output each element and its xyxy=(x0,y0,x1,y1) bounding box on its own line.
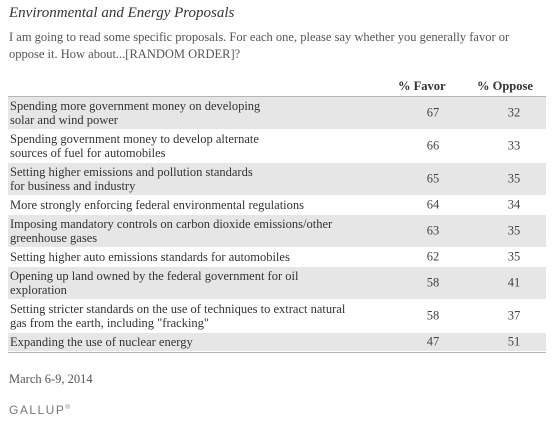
survey-date: March 6-9, 2014 xyxy=(9,372,93,386)
oppose-value: 41 xyxy=(507,275,521,290)
table-row: Setting higher auto emissions standards … xyxy=(8,248,546,267)
favor-value: 64 xyxy=(426,197,440,212)
row-label: Expanding the use of nuclear energy xyxy=(8,333,380,351)
gallup-logo-text: GALLUP xyxy=(9,403,66,417)
chart-title: Environmental and Energy Proposals xyxy=(9,5,235,21)
row-label: Spending more government money on develo… xyxy=(8,97,380,129)
favor-value: 66 xyxy=(426,138,440,153)
row-label-line: sources of fuel for automobiles xyxy=(10,146,166,160)
oppose-value: 34 xyxy=(507,197,521,212)
row-label-line: exploration xyxy=(10,283,67,297)
favor-value: 67 xyxy=(426,105,440,120)
favor-value: 62 xyxy=(426,249,440,264)
table-row: Spending government money to develop alt… xyxy=(8,130,546,163)
gallup-logo: GALLUP® xyxy=(9,403,70,417)
favor-value: 65 xyxy=(426,171,440,186)
table-row: Imposing mandatory controls on carbon di… xyxy=(8,215,546,248)
row-label-line: More strongly enforcing federal environm… xyxy=(10,198,305,212)
row-label-line: Imposing mandatory controls on carbon di… xyxy=(10,217,333,231)
row-label: Spending government money to develop alt… xyxy=(8,130,380,162)
table-row: More strongly enforcing federal environm… xyxy=(8,196,546,215)
favor-value: 63 xyxy=(426,223,440,238)
favor-value: 58 xyxy=(426,275,440,290)
oppose-value: 35 xyxy=(507,171,521,186)
oppose-value: 35 xyxy=(507,249,521,264)
row-label-line: Setting higher emissions and pollution s… xyxy=(10,165,253,179)
oppose-value: 32 xyxy=(507,105,521,120)
proposals-table: Spending more government money on develo… xyxy=(8,96,546,353)
row-label-line: solar and wind power xyxy=(10,113,118,127)
column-header-oppose: % Oppose xyxy=(477,79,533,93)
row-label: Setting stricter standards on the use of… xyxy=(8,300,380,332)
row-label-line: Expanding the use of nuclear energy xyxy=(10,335,193,349)
oppose-value: 35 xyxy=(507,223,521,238)
table-row: Opening up land owned by the federal gov… xyxy=(8,267,546,300)
row-label-line: Opening up land owned by the federal gov… xyxy=(10,269,299,283)
row-label-line: gas from the earth, including "fracking" xyxy=(10,316,210,330)
favor-value: 47 xyxy=(426,334,440,349)
table-row: Setting stricter standards on the use of… xyxy=(8,300,546,333)
row-label-line: Spending government money to develop alt… xyxy=(10,132,259,146)
row-label: Opening up land owned by the federal gov… xyxy=(8,267,380,299)
row-label-line: greenhouse gases xyxy=(10,231,98,245)
table-row: Setting higher emissions and pollution s… xyxy=(8,163,546,196)
row-label: Setting higher auto emissions standards … xyxy=(8,248,380,266)
favor-value: 58 xyxy=(426,308,440,323)
row-label-line: Setting stricter standards on the use of… xyxy=(10,302,346,316)
row-label-line: for business and industry xyxy=(10,179,136,193)
chart-subtitle: I am going to read some specific proposa… xyxy=(9,30,510,61)
row-label-line: Spending more government money on develo… xyxy=(10,99,261,113)
row-label: Setting higher emissions and pollution s… xyxy=(8,163,380,195)
column-header-favor: % Favor xyxy=(398,79,446,93)
oppose-value: 37 xyxy=(507,308,521,323)
oppose-value: 51 xyxy=(507,334,521,349)
table-row: Spending more government money on develo… xyxy=(8,97,546,130)
table-row: Expanding the use of nuclear energy 47 51 xyxy=(8,333,546,352)
row-label: Imposing mandatory controls on carbon di… xyxy=(8,215,380,247)
row-label: More strongly enforcing federal environm… xyxy=(8,196,380,214)
row-label-line: Setting higher auto emissions standards … xyxy=(10,250,290,264)
oppose-value: 33 xyxy=(507,138,521,153)
